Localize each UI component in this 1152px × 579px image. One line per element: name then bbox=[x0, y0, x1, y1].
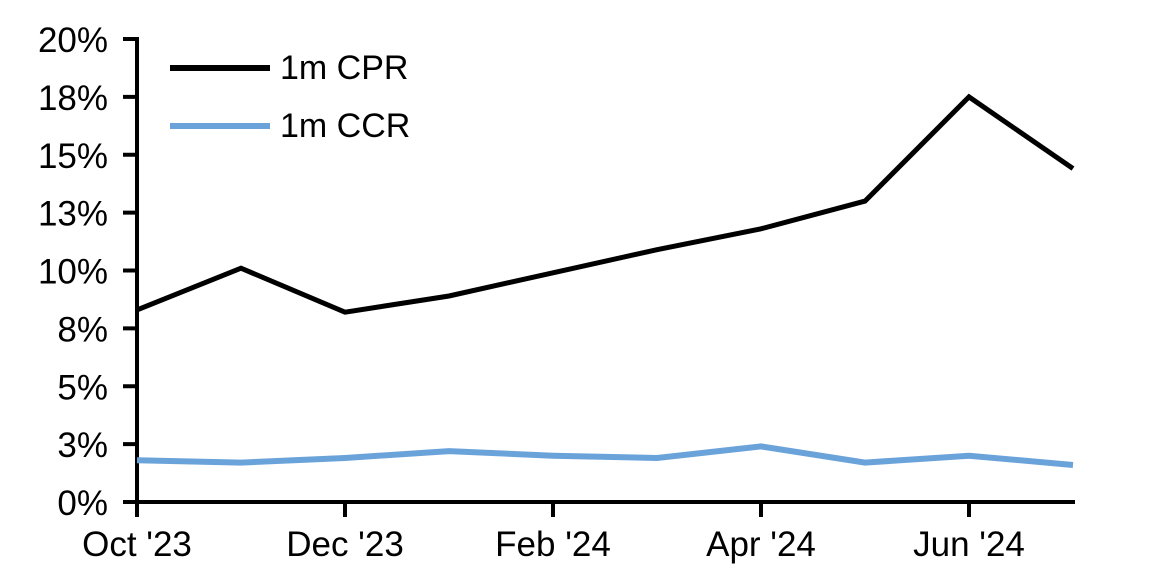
legend-line-swatch-1m-ccr bbox=[170, 123, 270, 129]
x-axis-tick-label: Feb '24 bbox=[495, 525, 611, 564]
legend-line-swatch-1m-cpr bbox=[170, 65, 270, 71]
series-line-1m-ccr bbox=[136, 443, 1074, 468]
y-axis-tick-label: 13% bbox=[38, 195, 108, 234]
legend-item-1m-cpr: 1m CPR bbox=[170, 44, 490, 92]
legend-label-1m-ccr: 1m CCR bbox=[280, 107, 411, 145]
series-line-1m-cpr bbox=[136, 93, 1075, 315]
legend-item-1m-ccr: 1m CCR bbox=[170, 102, 490, 150]
x-axis-tick-label: Oct '23 bbox=[82, 525, 192, 564]
y-axis-tick-label: 5% bbox=[57, 368, 108, 407]
y-axis-tick-label: 20% bbox=[38, 21, 108, 60]
y-axis-tick-label: 8% bbox=[57, 310, 108, 349]
y-axis-tick-label: 10% bbox=[38, 253, 108, 292]
y-axis-tick-label: 15% bbox=[38, 137, 108, 176]
x-axis-tick-label: Jun '24 bbox=[913, 525, 1025, 564]
y-axis-tick-label: 0% bbox=[57, 484, 108, 523]
y-axis-tick-label: 3% bbox=[57, 426, 108, 465]
y-axis-tick-label: 18% bbox=[38, 79, 108, 118]
legend: 1m CPR 1m CCR bbox=[170, 44, 490, 160]
x-axis-tick-label: Dec '23 bbox=[286, 525, 404, 564]
legend-label-1m-cpr: 1m CPR bbox=[280, 49, 409, 87]
x-axis-tick-label: Apr '24 bbox=[706, 525, 816, 564]
